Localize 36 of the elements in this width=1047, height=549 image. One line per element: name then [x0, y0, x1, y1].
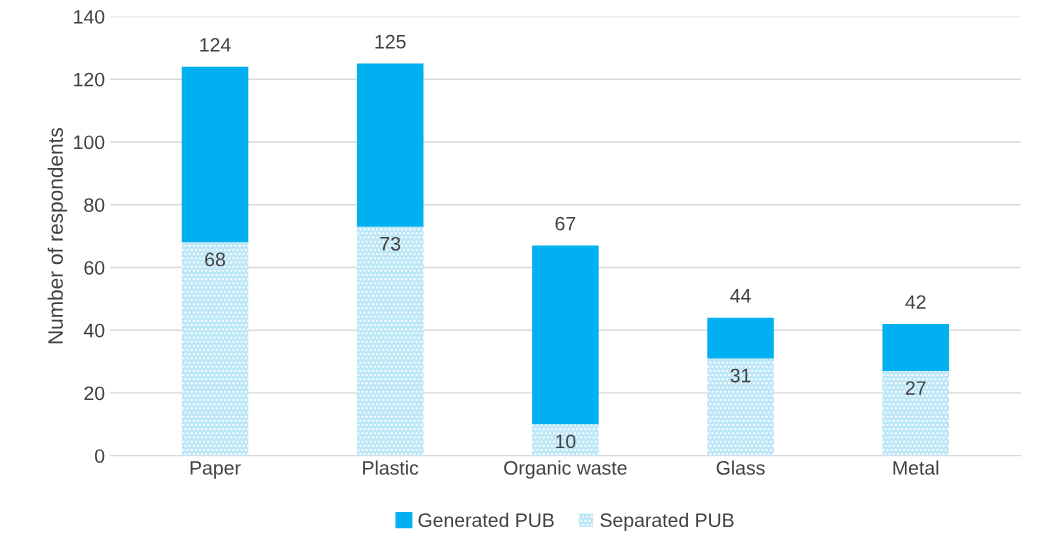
x-tick-label: Metal — [893, 460, 939, 475]
data-label: 73 — [380, 236, 401, 251]
y-tick-label: 140 — [74, 9, 105, 24]
y-tick-label: 20 — [84, 386, 105, 401]
x-tick-label: Glass — [716, 460, 765, 475]
data-label: 27 — [905, 381, 926, 395]
legend-label: Generated PUB — [418, 512, 554, 528]
x-tick-label: Paper — [190, 461, 241, 479]
total-label: 67 — [555, 216, 576, 231]
data-label: 31 — [730, 368, 751, 383]
x-tick-label: Plastic — [363, 460, 419, 475]
bar — [532, 245, 599, 425]
total-label: 124 — [200, 37, 231, 52]
y-tick-label: 120 — [74, 72, 105, 87]
bar — [356, 63, 424, 227]
y-axis-title: Number of respondents — [47, 127, 68, 344]
data-label: 68 — [205, 252, 226, 267]
bar — [707, 358, 774, 456]
y-tick-label: 40 — [83, 323, 105, 338]
bar — [882, 370, 949, 456]
y-tick-label: 80 — [84, 198, 105, 212]
bar — [532, 424, 599, 456]
legend-label: Separated PUB — [600, 512, 734, 531]
y-tick-label: 100 — [74, 135, 105, 150]
y-tick-label: 0 — [95, 449, 105, 463]
total-label: 42 — [905, 295, 926, 309]
total-label: 125 — [375, 34, 406, 49]
data-label: 10 — [556, 434, 576, 449]
x-tick-label: Organic waste — [504, 460, 627, 479]
total-label: 44 — [730, 289, 751, 303]
bar — [356, 226, 424, 456]
bar — [882, 323, 949, 371]
y-tick-label: 60 — [84, 260, 105, 275]
bar — [181, 66, 249, 243]
bar — [181, 242, 249, 456]
bar — [707, 317, 774, 359]
